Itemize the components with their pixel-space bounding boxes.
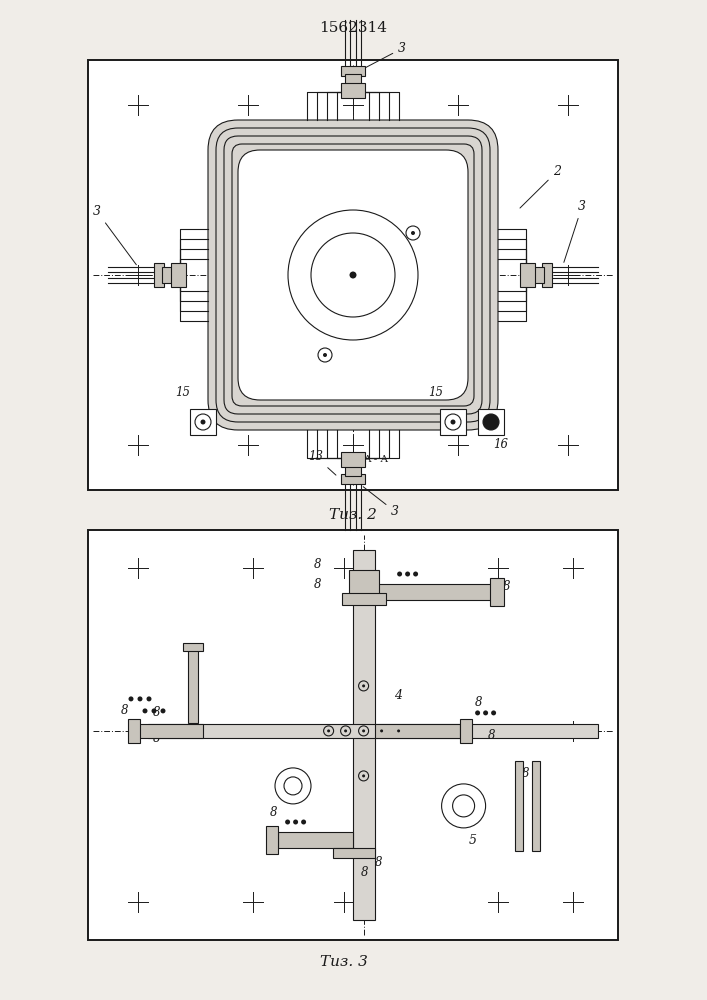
Bar [345, 466, 361, 476]
Bar [88, 60, 618, 490]
Circle shape [301, 820, 306, 824]
Bar [190, 409, 216, 435]
Bar [341, 83, 365, 98]
Circle shape [327, 729, 330, 732]
FancyBboxPatch shape [208, 120, 498, 430]
Circle shape [450, 420, 455, 424]
Bar [542, 263, 552, 287]
Text: 1562314: 1562314 [319, 21, 387, 35]
Text: 8: 8 [153, 732, 160, 745]
Circle shape [397, 729, 400, 732]
FancyBboxPatch shape [238, 150, 468, 400]
Bar [341, 452, 365, 467]
Bar [341, 66, 365, 76]
Circle shape [293, 820, 298, 824]
Bar [138, 724, 203, 738]
Text: 8: 8 [522, 767, 529, 780]
Text: 13: 13 [308, 450, 336, 475]
Text: 8: 8 [153, 706, 160, 719]
Text: 8: 8 [361, 865, 368, 879]
Text: 3: 3 [93, 205, 136, 265]
Bar [88, 530, 618, 940]
Text: 8: 8 [314, 558, 321, 570]
Bar [478, 409, 504, 435]
Bar [534, 267, 544, 283]
Bar [349, 570, 379, 595]
Circle shape [129, 696, 134, 701]
Bar [532, 761, 539, 851]
Text: 8: 8 [314, 578, 321, 590]
Bar [375, 724, 460, 738]
Bar [341, 593, 385, 605]
Bar [345, 74, 361, 84]
Text: 5: 5 [469, 834, 477, 847]
Circle shape [160, 708, 165, 713]
Bar [183, 643, 203, 651]
Text: 8: 8 [474, 696, 482, 709]
Circle shape [483, 414, 499, 430]
Bar [520, 263, 535, 287]
Bar [460, 719, 472, 743]
Circle shape [483, 710, 488, 715]
Bar [440, 409, 466, 435]
Bar [154, 263, 164, 287]
Circle shape [201, 420, 206, 424]
Circle shape [143, 708, 148, 713]
Circle shape [362, 684, 365, 687]
Circle shape [285, 820, 290, 824]
Bar [188, 648, 198, 723]
Text: 8: 8 [269, 806, 277, 818]
Bar [148, 724, 598, 738]
Text: 16: 16 [493, 438, 508, 450]
Circle shape [405, 572, 410, 576]
Bar [266, 826, 278, 854]
Circle shape [491, 710, 496, 715]
Bar [128, 719, 140, 743]
Text: 3: 3 [363, 487, 399, 518]
Bar [278, 832, 353, 848]
Text: 8: 8 [503, 580, 510, 593]
Circle shape [397, 572, 402, 576]
Bar [375, 584, 495, 600]
Text: 8: 8 [121, 704, 129, 717]
Text: 8: 8 [375, 856, 382, 868]
Bar [171, 263, 186, 287]
Text: 3: 3 [564, 200, 586, 262]
Text: 3: 3 [363, 42, 406, 69]
Bar [332, 848, 375, 858]
Circle shape [146, 696, 151, 701]
Bar [162, 267, 172, 283]
Text: A - A: A - A [363, 455, 388, 464]
Text: Τиз. 3: Τиз. 3 [320, 955, 368, 969]
Circle shape [349, 271, 356, 278]
Text: 15: 15 [175, 385, 190, 398]
Bar [341, 474, 365, 484]
Circle shape [380, 729, 383, 732]
Circle shape [137, 696, 143, 701]
Circle shape [362, 729, 365, 732]
Circle shape [151, 708, 156, 713]
Circle shape [344, 729, 347, 732]
Bar [515, 761, 522, 851]
Text: 15: 15 [428, 385, 443, 398]
Text: 4: 4 [394, 689, 402, 702]
Text: 8: 8 [488, 729, 495, 742]
Circle shape [362, 774, 365, 777]
Circle shape [323, 353, 327, 357]
Circle shape [413, 572, 418, 576]
Circle shape [411, 231, 415, 235]
Bar [490, 578, 503, 606]
Bar [353, 550, 375, 920]
Circle shape [475, 710, 480, 715]
Text: 2: 2 [520, 165, 561, 208]
Text: Τиз. 2: Τиз. 2 [329, 508, 377, 522]
